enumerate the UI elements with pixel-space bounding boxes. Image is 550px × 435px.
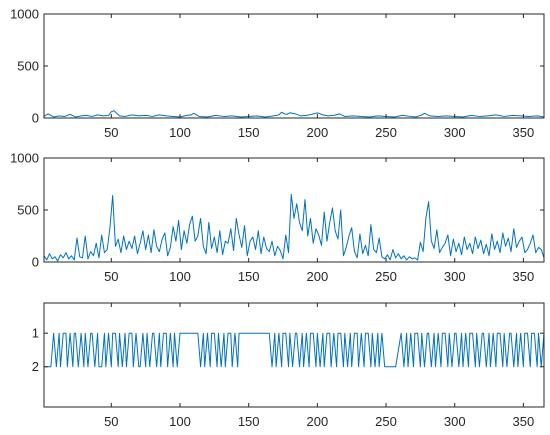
x-tick-label: 300	[444, 125, 466, 140]
top-panel: 50 100 150 200 250 300 350 0 500 1000	[10, 7, 545, 140]
series-line-2-0	[44, 332, 545, 368]
y-tick-label: 0	[32, 111, 39, 126]
x-tick-label: 50	[104, 269, 118, 284]
x-tick-label: 300	[444, 414, 466, 429]
y-tick-label: 1	[32, 326, 39, 341]
axis-frame	[43, 157, 545, 263]
y-tick-label: 500	[17, 203, 39, 218]
x-tick-label: 300	[444, 269, 466, 284]
bottom-panel: 50 100 150 200 250 300 350 1 2	[32, 302, 545, 429]
axis-frame	[43, 13, 545, 119]
y-tick-label: 0	[32, 255, 39, 270]
x-tick-label: 150	[238, 269, 260, 284]
y-tick-label: 1000	[10, 151, 39, 166]
x-tick-label: 150	[238, 125, 260, 140]
x-tick-label: 250	[375, 414, 397, 429]
x-tick-label: 250	[375, 269, 397, 284]
x-tick-label: 200	[307, 269, 329, 284]
x-tick-label: 50	[104, 414, 118, 429]
y-tick-label: 2	[32, 359, 39, 374]
series-line-1-0	[43, 193, 545, 262]
x-tick-label: 50	[104, 125, 118, 140]
middle-panel: 50 100 150 200 250 300 350 0 500 1000	[10, 151, 545, 284]
x-tick-label: 100	[169, 125, 191, 140]
x-tick-label: 200	[307, 125, 329, 140]
x-tick-label: 350	[513, 125, 535, 140]
y-tick-label: 1000	[10, 7, 39, 22]
x-tick-label: 100	[169, 414, 191, 429]
x-tick-label: 100	[169, 269, 191, 284]
series-line-0-0	[43, 110, 545, 118]
x-tick-label: 350	[513, 269, 535, 284]
x-tick-label: 200	[307, 414, 329, 429]
x-tick-label: 150	[238, 414, 260, 429]
x-tick-label: 250	[375, 125, 397, 140]
x-tick-label: 350	[513, 414, 535, 429]
axis-frame	[43, 302, 545, 408]
y-tick-label: 500	[17, 59, 39, 74]
